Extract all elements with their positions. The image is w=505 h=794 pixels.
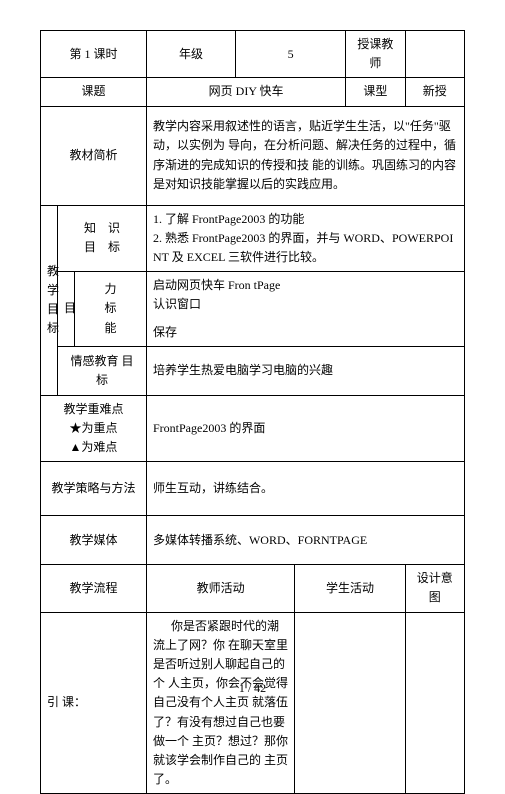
page: 第 1 课时 年级 5 授课教师 课题 网页 DIY 快车 课型 新授 教材简析… xyxy=(0,0,505,714)
ability-text-1: 启动网页快车 Fron tPage 认识窗口 xyxy=(146,272,464,319)
student-activity-cell xyxy=(295,612,405,794)
design-intent-label: 设计意图 xyxy=(405,565,464,612)
ability-text-3: 保存 xyxy=(146,319,464,347)
keypoints-text: FrontPage2003 的界面 xyxy=(146,395,464,462)
kn-l1: 知 xyxy=(84,221,96,235)
topic-value: 网页 DIY 快车 xyxy=(146,78,345,106)
ab-l2: 能 xyxy=(104,321,116,335)
knowledge-text: 1. 了解 FrontPage2003 的功能 2. 熟悉 FrontPage2… xyxy=(146,205,464,272)
student-activity-label: 学生活动 xyxy=(295,565,405,612)
lesson-plan-table: 第 1 课时 年级 5 授课教师 课题 网页 DIY 快车 课型 新授 教材简析… xyxy=(40,30,465,794)
flow-label: 教学流程 xyxy=(41,565,147,612)
analysis-label: 教材简析 xyxy=(41,106,147,205)
page-number: 1 / 42 xyxy=(0,681,505,696)
media-label: 教学媒体 xyxy=(41,516,147,565)
ability-label: 力 标 能 xyxy=(74,272,146,347)
strategy-text: 师生互动，讲练结合。 xyxy=(146,462,464,516)
teacher-value xyxy=(405,31,464,78)
ab-t2: 认识窗口 xyxy=(153,297,201,311)
intro-text: 你是否紧跟时代的潮流上了网？你 在聊天室里是否听过别人聊起自己的个 人主页，你会… xyxy=(146,612,294,794)
emotion-text: 培养学生热爱电脑学习电脑的兴趣 xyxy=(146,346,464,395)
type-value: 新授 xyxy=(405,78,464,106)
media-text: 多媒体转播系统、WORD、FORNTPAGE xyxy=(146,516,464,565)
kn-l3: 目 xyxy=(84,240,96,254)
emotion-label: 情感教育 目 标 xyxy=(57,346,146,395)
kn-l4: 标 xyxy=(108,240,120,254)
grade-value: 5 xyxy=(236,31,346,78)
analysis-text: 教学内容采用叙述性的语言，贴近学生生活，以"任务"驱动，以实例为 导向，在分析问… xyxy=(146,106,464,205)
period-label: 第 1 课时 xyxy=(41,31,147,78)
strategy-label: 教学策略与方法 xyxy=(41,462,147,516)
type-label: 课型 xyxy=(346,78,405,106)
keypoints-label: 教学重难点 ★为重点 ▲为难点 xyxy=(41,395,147,462)
teacher-activity-label: 教师活动 xyxy=(146,565,294,612)
topic-label: 课题 xyxy=(41,78,147,106)
objectives-side-label: 教 学 目 标 xyxy=(41,205,58,395)
knowledge-label: 知 识 目 标 xyxy=(57,205,146,272)
intro-label: 引 课： xyxy=(41,612,147,794)
ab-t1: 启动网页快车 Fron tPage xyxy=(153,278,280,292)
kn-l2: 识 xyxy=(108,221,120,235)
teacher-label: 授课教师 xyxy=(346,31,405,78)
grade-label: 年级 xyxy=(146,31,235,78)
objectives-mid-label: 目 xyxy=(57,272,74,347)
ab-l0: 力 xyxy=(104,282,116,296)
ab-l1: 标 xyxy=(104,301,116,315)
design-intent-cell xyxy=(405,612,464,794)
